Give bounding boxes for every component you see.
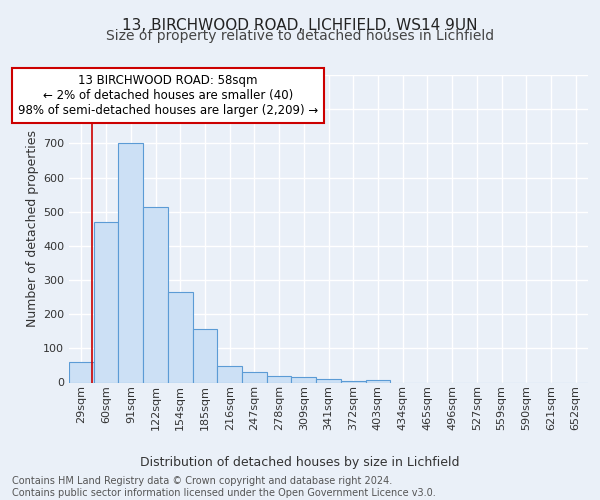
Bar xyxy=(94,222,118,382)
Text: Size of property relative to detached houses in Lichfield: Size of property relative to detached ho… xyxy=(106,29,494,43)
Bar xyxy=(242,372,267,382)
Text: Distribution of detached houses by size in Lichfield: Distribution of detached houses by size … xyxy=(140,456,460,469)
Bar xyxy=(316,379,341,382)
Text: 13 BIRCHWOOD ROAD: 58sqm
← 2% of detached houses are smaller (40)
98% of semi-de: 13 BIRCHWOOD ROAD: 58sqm ← 2% of detache… xyxy=(18,74,318,117)
Y-axis label: Number of detached properties: Number of detached properties xyxy=(26,130,39,327)
Bar xyxy=(118,144,143,382)
Bar xyxy=(168,292,193,382)
Bar xyxy=(69,362,94,382)
Bar xyxy=(143,206,168,382)
Bar xyxy=(341,381,365,382)
Bar xyxy=(365,380,390,382)
Text: Contains HM Land Registry data © Crown copyright and database right 2024.
Contai: Contains HM Land Registry data © Crown c… xyxy=(12,476,436,498)
Bar xyxy=(193,328,217,382)
Bar xyxy=(267,376,292,382)
Bar xyxy=(217,366,242,382)
Text: 13, BIRCHWOOD ROAD, LICHFIELD, WS14 9UN: 13, BIRCHWOOD ROAD, LICHFIELD, WS14 9UN xyxy=(122,18,478,32)
Bar xyxy=(292,378,316,382)
